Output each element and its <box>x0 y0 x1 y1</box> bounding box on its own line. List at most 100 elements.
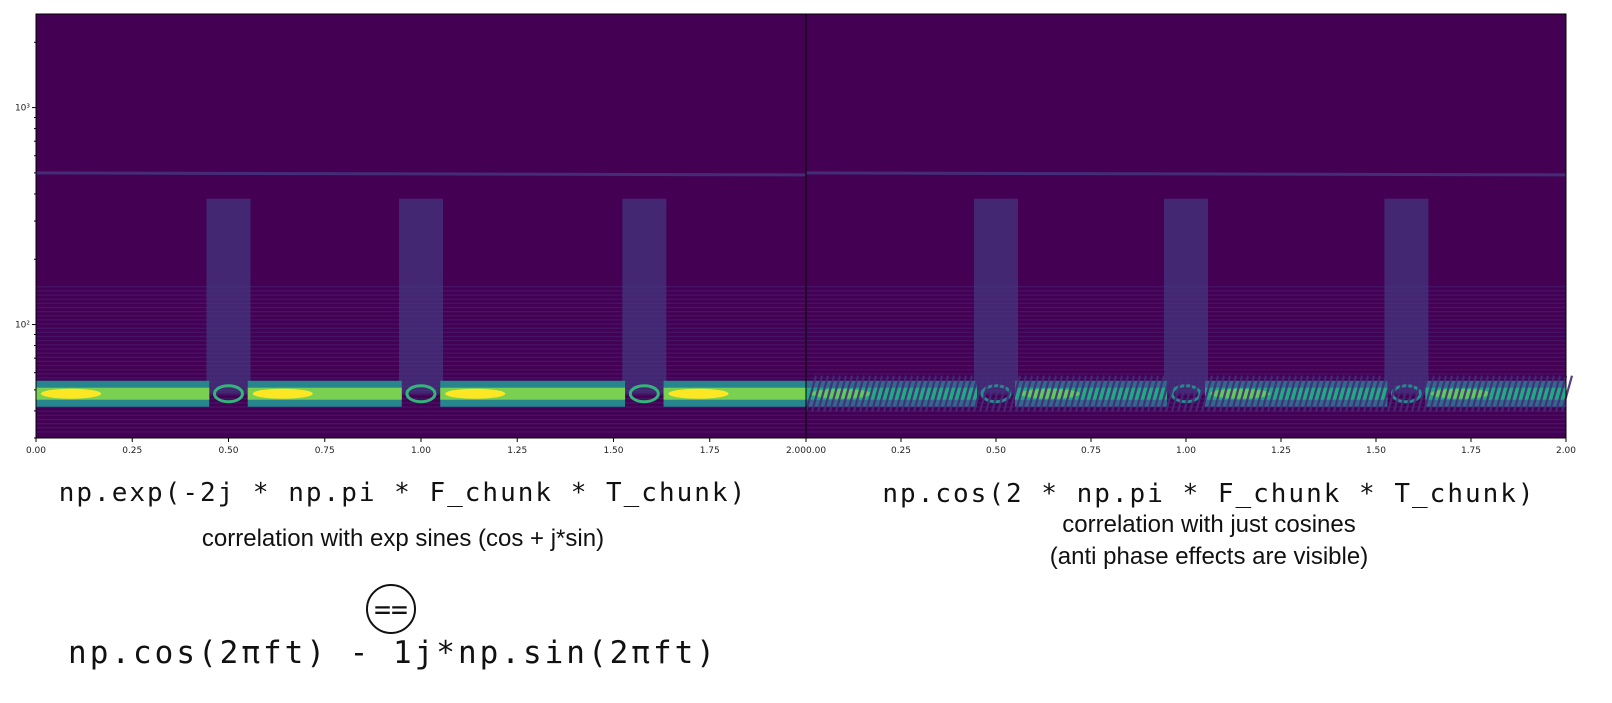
right-striation-line <box>1026 375 1040 413</box>
right-striation-line <box>1092 375 1106 413</box>
right-striation-line <box>1272 375 1286 413</box>
right-striation-line <box>1344 375 1358 413</box>
right-striation-line <box>1518 375 1532 413</box>
right-striation-line <box>1050 375 1064 413</box>
right-faint-band <box>806 171 1567 177</box>
right-striation-line <box>1536 375 1550 413</box>
right-transition-plume <box>1384 198 1429 394</box>
right-striation-line <box>1230 375 1244 413</box>
right-striation-line <box>1458 375 1472 413</box>
right-striation-line <box>1182 375 1196 413</box>
right-striation-line <box>906 375 920 413</box>
right-striation-line <box>1326 375 1340 413</box>
right-striation-line <box>1494 375 1508 413</box>
right-striation-line <box>912 375 926 413</box>
right-striation-line <box>1392 375 1406 413</box>
right-striation-line <box>1218 375 1232 413</box>
right-striation-line <box>1482 375 1496 413</box>
right-striation-line <box>1356 375 1370 413</box>
right-striation-line <box>1290 375 1304 413</box>
right-striation-line <box>1404 375 1418 413</box>
right-striation-line <box>930 375 944 413</box>
right-x-tick-label: 2.00 <box>1556 446 1576 456</box>
right-striation-line <box>1380 375 1394 413</box>
right-striation-line <box>894 375 908 413</box>
right-striation-line <box>1296 375 1310 413</box>
right-striation-line <box>1044 375 1058 413</box>
left-description-caption: correlation with exp sines (cos + j*sin) <box>201 525 605 552</box>
right-striation-line <box>1506 375 1520 413</box>
left-transition-plume <box>622 198 667 394</box>
right-striation-line <box>888 375 902 413</box>
right-striation-line <box>1332 375 1346 413</box>
left-faint-band <box>35 171 806 177</box>
right-striation-line <box>1008 375 1022 413</box>
right-striation-line <box>1002 375 1016 413</box>
right-striation-line <box>960 375 974 413</box>
left-code-caption: np.exp(-2j * np.pi * F_chunk * T_chunk) <box>58 478 748 508</box>
right-description-line-2: (anti phase effects are visible) <box>1049 543 1369 570</box>
right-striation-line <box>1062 375 1076 413</box>
right-striation-line <box>1554 375 1568 413</box>
right-striation-line <box>1152 375 1166 413</box>
left-x-tick-label: 0.50 <box>218 446 238 456</box>
right-striation-line <box>1422 375 1436 413</box>
right-striation-line <box>990 375 1004 413</box>
right-striation-line <box>1284 375 1298 413</box>
right-striation-line <box>1512 375 1526 413</box>
right-striation-line <box>1500 375 1514 413</box>
right-striation-line <box>1206 375 1220 413</box>
right-striation-line <box>1362 375 1376 413</box>
right-striation-line <box>948 375 962 413</box>
left-band-peak <box>668 388 729 399</box>
right-striation-line <box>1116 375 1130 413</box>
right-striation-line <box>806 375 818 413</box>
right-transition-plume <box>1164 198 1208 394</box>
right-striation-line <box>1128 375 1142 413</box>
right-striation-line <box>1104 375 1118 413</box>
left-x-tick-label: 1.75 <box>700 446 720 456</box>
right-striation-line <box>1338 375 1352 413</box>
right-striation-line <box>834 375 848 413</box>
left-x-tick-label: 0.75 <box>315 446 335 456</box>
right-striation-line <box>1464 375 1478 413</box>
right-striation-line <box>1014 375 1028 413</box>
right-striation-line <box>822 375 836 413</box>
right-striation-line <box>1398 375 1412 413</box>
right-striation-line <box>1170 375 1184 413</box>
right-striation-line <box>984 375 998 413</box>
right-transition-plume <box>974 198 1018 394</box>
left-dominant-band <box>36 380 806 407</box>
right-striation-line <box>1302 375 1316 413</box>
right-striation-line <box>1320 375 1334 413</box>
right-striation-line <box>1314 375 1328 413</box>
right-striation-line <box>1098 375 1112 413</box>
left-band-peak <box>445 388 506 399</box>
right-striation-line <box>1110 375 1124 413</box>
right-striation-line <box>1260 375 1274 413</box>
left-transition-plume <box>399 198 443 394</box>
equals-badge: == <box>366 584 416 634</box>
right-striation-line <box>1158 375 1172 413</box>
left-transition-ring <box>405 384 437 404</box>
left-y-tick-label: 10³ <box>15 104 30 114</box>
right-striation-line <box>1530 375 1544 413</box>
right-striation-line <box>1410 375 1424 413</box>
right-striation-line <box>876 375 890 413</box>
right-striation-line <box>954 375 968 413</box>
right-x-tick-label: 0.50 <box>986 446 1006 456</box>
right-x-tick-label: 0.75 <box>1081 446 1101 456</box>
right-striation-line <box>1212 375 1226 413</box>
right-striation-line <box>1122 375 1136 413</box>
right-striation-line <box>1188 375 1202 413</box>
right-striation-line <box>1200 375 1214 413</box>
right-striation-line <box>858 375 872 413</box>
right-panel: 0.000.250.500.751.001.251.501.752.0010²1… <box>806 0 1612 703</box>
right-striation-line <box>1134 375 1148 413</box>
right-striation-line <box>1350 375 1364 413</box>
right-striation-line <box>966 375 980 413</box>
right-striation-line <box>924 375 938 413</box>
right-striation-line <box>978 375 992 413</box>
right-striation-line <box>1470 375 1484 413</box>
right-spectrogram-chart: 0.000.250.500.751.001.251.501.752.0010²1… <box>806 13 1576 456</box>
